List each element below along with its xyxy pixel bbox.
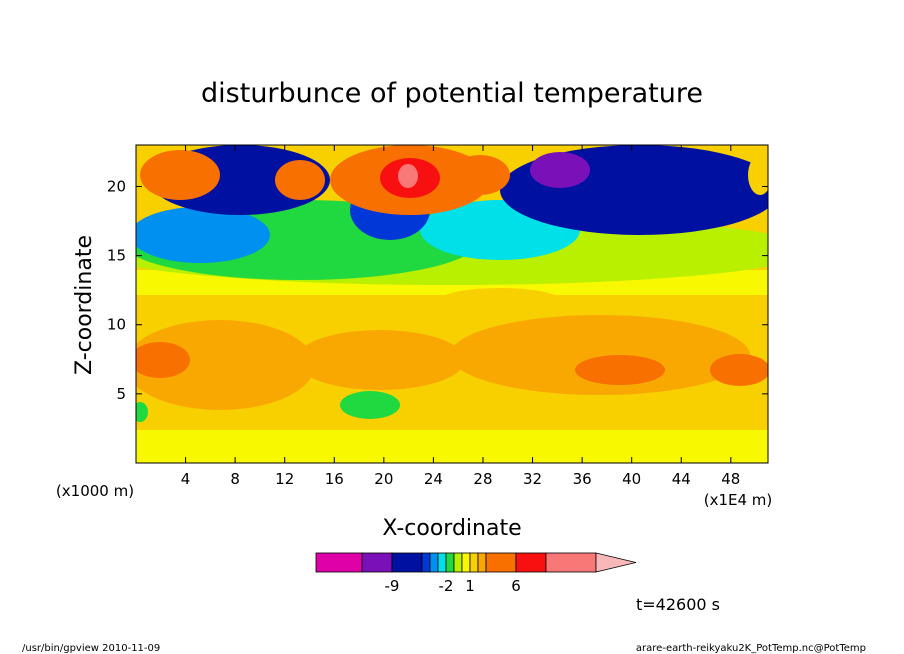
colorbar-swatch-6: [445, 552, 455, 573]
colorbar-swatch-8: [461, 552, 471, 573]
colorbar-tick-label-2: 1: [465, 577, 475, 595]
y-tick-label-0: 5: [116, 385, 126, 403]
x-tick-label-0: 4: [181, 470, 191, 488]
colorbar-swatch-4: [429, 552, 439, 573]
x-tick-label-2: 12: [275, 470, 294, 488]
x-tick-label-1: 8: [230, 470, 240, 488]
x-tick-label-5: 24: [424, 470, 443, 488]
x-tick-label-11: 48: [721, 470, 740, 488]
colorbar-swatch-3: [421, 552, 431, 573]
colorbar-swatch-10: [477, 552, 487, 573]
x-unit-label: (x1E4 m): [704, 491, 773, 509]
colorbar-tick-label-1: -2: [439, 577, 454, 595]
y-tick-label-3: 20: [107, 177, 126, 195]
plot-area: [136, 145, 768, 463]
colorbar-swatch-13: [545, 552, 597, 573]
y-axis-ticks: 5 10 15 20: [107, 177, 768, 403]
colorbar-tick-label-0: -9: [385, 577, 400, 595]
x-tick-label-3: 16: [325, 470, 344, 488]
footer-left: /usr/bin/gpview 2010-11-09: [22, 643, 160, 654]
x-tick-label-6: 28: [473, 470, 492, 488]
colorbar-swatch-12: [515, 552, 547, 573]
x-tick-label-8: 36: [573, 470, 592, 488]
colorbar-extend-arrow: [595, 552, 637, 573]
colorbar-swatch-11: [485, 552, 517, 573]
colorbar-swatch-5: [437, 552, 447, 573]
colorbar-tick-label-3: 6: [511, 577, 521, 595]
colorbar-swatch-2: [391, 552, 423, 573]
colorbar: [315, 552, 637, 573]
x-axis-ticks: 4 8 12 16 20 24 28 32 36 40 44 48: [181, 145, 740, 488]
time-annotation: t=42600 s: [636, 595, 720, 614]
x-tick-label-7: 32: [523, 470, 542, 488]
x-axis-label: X-coordinate: [382, 516, 521, 541]
z-unit-label: (x1000 m): [56, 482, 134, 500]
colorbar-swatch-1: [361, 552, 393, 573]
chart-title: disturbunce of potential temperature: [201, 78, 703, 109]
y-tick-label-1: 10: [107, 316, 126, 334]
x-tick-label-10: 44: [672, 470, 691, 488]
colorbar-tick-labels: -9 -2 1 6: [385, 577, 521, 595]
footer-right: arare-earth-reikyaku2K_PotTemp.nc@PotTem…: [636, 643, 866, 654]
colorbar-swatch-9: [469, 552, 479, 573]
colorbar-swatch-0: [315, 552, 363, 573]
x-tick-label-9: 40: [622, 470, 641, 488]
colorbar-swatch-7: [453, 552, 463, 573]
y-axis-label: Z-coordinate: [72, 235, 97, 375]
plot-frame: [135, 144, 769, 464]
y-tick-label-2: 15: [107, 247, 126, 265]
x-tick-label-4: 20: [374, 470, 393, 488]
